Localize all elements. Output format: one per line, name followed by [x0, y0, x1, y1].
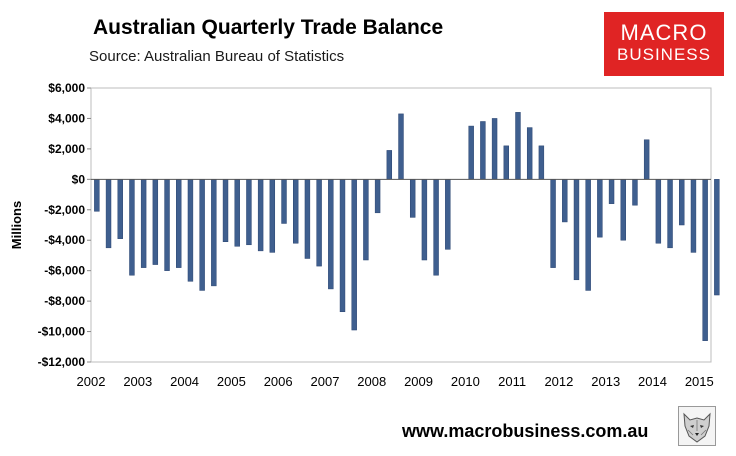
y-tick-label: -$4,000: [44, 233, 85, 247]
bar: [690, 179, 697, 253]
logo-line-1: MACRO: [620, 20, 708, 45]
x-tick-label: 2015: [685, 374, 714, 389]
x-tick-label: 2004: [170, 374, 199, 389]
bar: [597, 179, 603, 238]
bar: [409, 179, 416, 218]
bar: [94, 179, 100, 212]
bar: [480, 121, 486, 180]
bar: [667, 179, 673, 249]
chart-subtitle: Source: Australian Bureau of Statistics: [89, 48, 345, 65]
bar: [222, 179, 229, 242]
y-tick-label: -$10,000: [38, 325, 86, 339]
y-tick-label: $4,000: [48, 111, 85, 125]
y-tick-label: -$6,000: [44, 264, 85, 278]
bar: [702, 179, 708, 341]
bar: [714, 179, 720, 296]
bar: [445, 179, 451, 250]
bar: [304, 179, 311, 259]
bar: [538, 145, 545, 180]
x-tick-label: 2013: [591, 374, 620, 389]
bar: [339, 179, 346, 313]
y-tick-label: -$12,000: [38, 355, 86, 369]
bar: [386, 150, 393, 180]
x-tick-label: 2009: [404, 374, 433, 389]
bar: [269, 179, 276, 253]
bar: [129, 179, 135, 276]
bar: [374, 179, 381, 214]
bar: [562, 179, 568, 223]
bar: [585, 179, 591, 291]
bar: [316, 179, 322, 267]
logo-line-2: BUSINESS: [617, 45, 711, 64]
bar: [363, 179, 369, 261]
bar: [140, 179, 147, 268]
bar: [164, 179, 170, 271]
bar: [117, 179, 123, 239]
bar: [176, 179, 182, 268]
bar: [550, 179, 556, 268]
x-tick-label: 2011: [498, 374, 526, 389]
bar: [257, 179, 264, 252]
y-tick-label: -$8,000: [44, 294, 85, 308]
bar: [211, 179, 217, 287]
bar: [351, 179, 357, 331]
bar: [293, 179, 299, 244]
x-tick-label: 2008: [357, 374, 386, 389]
bar: [152, 179, 159, 265]
bar: [573, 179, 580, 281]
y-tick-label: $0: [72, 172, 86, 186]
y-tick-label: $6,000: [48, 81, 85, 95]
bar: [679, 179, 685, 226]
bar: [421, 179, 428, 261]
bar: [620, 179, 626, 241]
bar: [398, 113, 404, 180]
x-tick-label: 2007: [311, 374, 340, 389]
bar: [655, 179, 662, 244]
bar: [105, 179, 112, 249]
bar: [234, 179, 240, 247]
bar: [468, 125, 474, 180]
chart-title: Australian Quarterly Trade Balance: [93, 16, 444, 39]
bar: [632, 179, 638, 206]
bar: [281, 179, 287, 224]
bar: [433, 179, 439, 276]
x-tick-label: 2005: [217, 374, 246, 389]
x-tick-label: 2002: [77, 374, 106, 389]
x-tick-label: 2006: [264, 374, 293, 389]
wolf-icon: [678, 406, 716, 446]
bar: [526, 127, 533, 180]
x-tick-label: 2012: [544, 374, 573, 389]
x-tick-label: 2003: [123, 374, 152, 389]
bar: [515, 112, 521, 180]
bar: [328, 179, 334, 290]
bar: [643, 139, 650, 180]
bar: [608, 179, 615, 204]
x-tick-label: 2010: [451, 374, 480, 389]
bar: [503, 145, 509, 180]
y-axis-label: Millions: [9, 201, 24, 249]
trade-balance-chart: $6,000 $4,000 $2,000 $0 -$2,000 -$4,000 -$6,00…: [9, 81, 720, 389]
bar: [199, 179, 205, 291]
bar: [246, 179, 252, 246]
macrobusiness-logo[interactable]: MACRO BUSINESS: [604, 12, 724, 76]
y-tick-label: -$2,000: [44, 203, 85, 217]
bar: [187, 179, 194, 282]
bar: [491, 118, 498, 180]
x-tick-label: 2014: [638, 374, 667, 389]
y-tick-label: $2,000: [48, 142, 85, 156]
footer-url[interactable]: www.macrobusiness.com.au: [402, 421, 649, 441]
